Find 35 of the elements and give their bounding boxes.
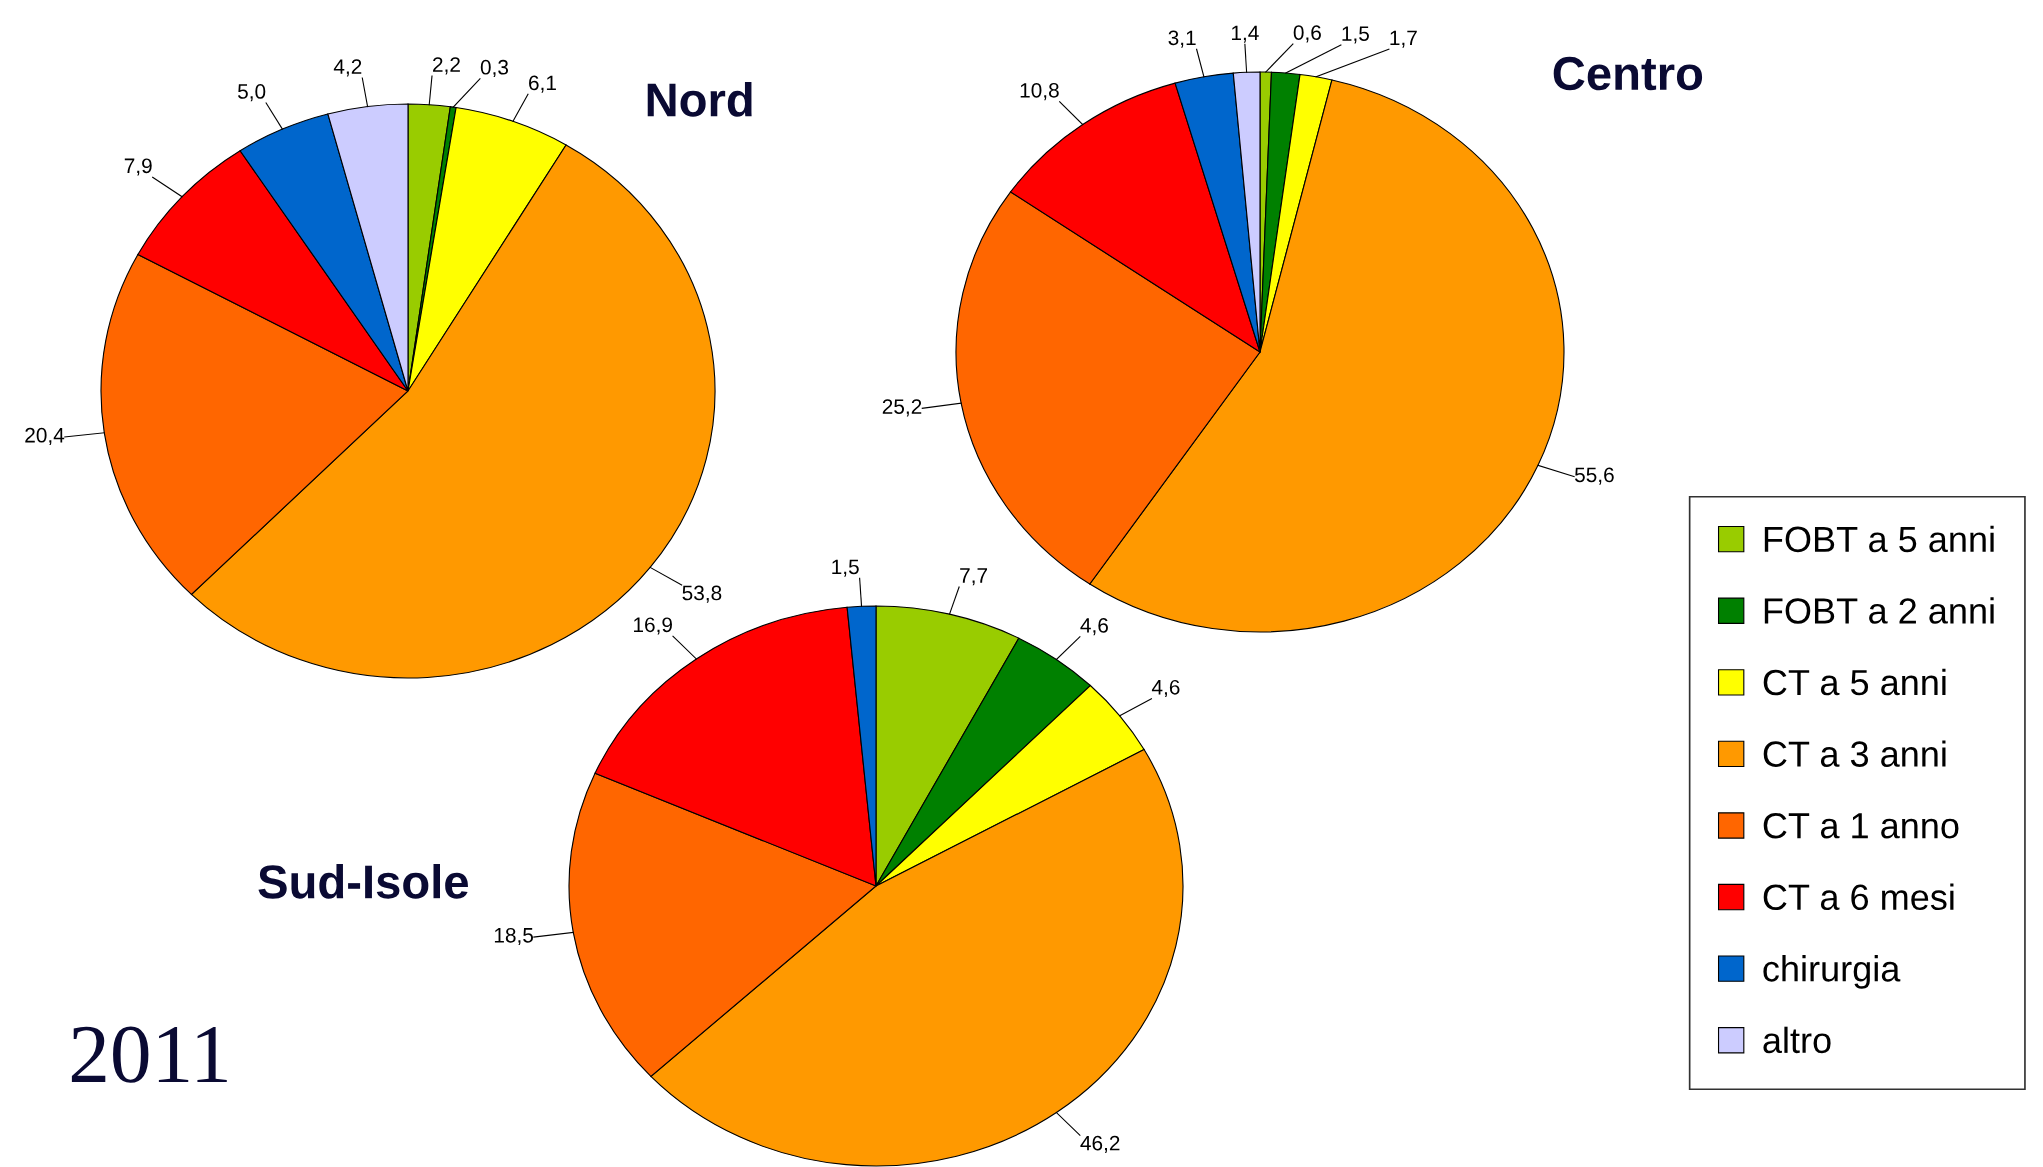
legend-label: CT a 1 anno: [1763, 812, 1959, 839]
data-label: 0,3: [480, 59, 509, 78]
data-label: 1,4: [1231, 25, 1259, 43]
legend-label: altro: [1763, 1026, 1831, 1054]
data-label: 1,5: [1342, 26, 1369, 44]
data-label: 7,7: [960, 568, 988, 586]
chart-title: Nord: [647, 81, 752, 117]
data-label: 16,9: [634, 617, 672, 635]
data-label: 4,6: [1151, 679, 1180, 698]
data-label: 1,7: [1390, 30, 1417, 48]
data-label: 4,6: [1080, 617, 1108, 636]
data-label: 6,1: [529, 75, 556, 93]
legend-label: CT a 6 mesi: [1763, 883, 1954, 911]
data-label: 1,5: [832, 559, 859, 577]
data-label: 4,2: [333, 59, 362, 77]
data-label: 18,5: [494, 927, 534, 946]
legend-label: chirurgia: [1763, 955, 1901, 989]
data-label: 53,8: [682, 585, 722, 603]
legend-label: CT a 3 anni: [1763, 740, 1946, 767]
data-label: 55,6: [1574, 467, 1614, 485]
data-label: 10,8: [1020, 82, 1059, 101]
data-label: 20,4: [25, 427, 65, 446]
data-label: 25,2: [882, 399, 922, 417]
data-label: 3,1: [1168, 30, 1196, 48]
data-label: 0,6: [1293, 25, 1321, 43]
data-label: 2,2: [433, 57, 460, 75]
data-label: 7,9: [124, 158, 152, 176]
data-label: 5,0: [237, 84, 266, 102]
legend-label: FOBT a 5 anni: [1764, 525, 1994, 553]
legend-label: FOBT a 2 anni: [1764, 597, 1994, 624]
data-label: 46,2: [1080, 1135, 1120, 1153]
legend-label: CT a 5 anni: [1763, 668, 1946, 696]
text: Centro: [1553, 56, 1703, 91]
text: 2011: [71, 1026, 227, 1083]
text: Sud-Isole: [258, 863, 468, 899]
